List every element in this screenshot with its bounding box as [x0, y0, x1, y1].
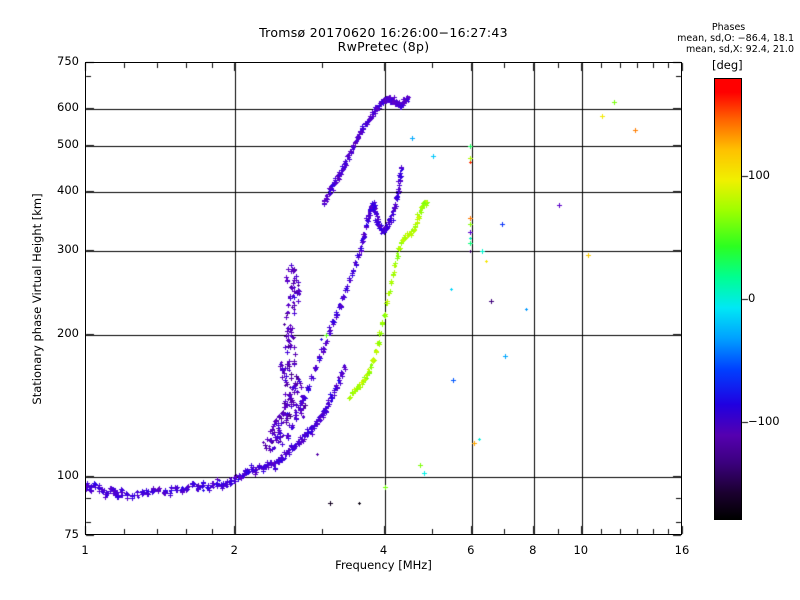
axis-ticks-canvas: [0, 0, 800, 600]
figure-root: Tromsø 20170620 16:26:00−16:27:43 RwPret…: [0, 0, 800, 600]
